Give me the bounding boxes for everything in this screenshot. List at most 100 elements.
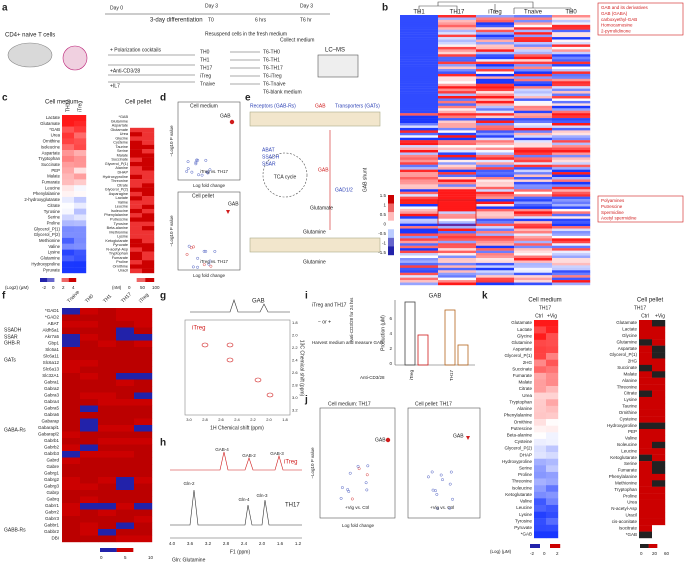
- heatmap-cell: [438, 157, 477, 161]
- heatmap-cell: [62, 516, 81, 523]
- heatmap-cell: [130, 204, 143, 210]
- label: Valine: [520, 499, 533, 504]
- heatmap-cell: [62, 173, 75, 180]
- heatmap-cell: [514, 260, 553, 264]
- label: 2-hydroxyglutarate: [24, 197, 60, 202]
- label: 0: [128, 285, 131, 290]
- heatmap-cell: [476, 245, 515, 249]
- label: Gabre: [46, 464, 59, 469]
- label: T0: [208, 17, 214, 23]
- label: TH17: [285, 503, 300, 509]
- heatmap-cell: [130, 243, 143, 248]
- heatmap-cell: [546, 471, 559, 479]
- label: Fumarate: [42, 180, 61, 185]
- heatmap-cell: [476, 194, 515, 197]
- heatmap-cell: [80, 373, 99, 380]
- heatmap-cell: [116, 327, 135, 335]
- label: Cell pellet: [192, 193, 215, 199]
- heatmap-cell: [552, 123, 591, 126]
- heatmap-cell: [438, 135, 477, 138]
- heatmap-cell: [639, 364, 653, 372]
- label: iTreg: [488, 10, 501, 16]
- heatmap-cell: [652, 525, 666, 532]
- heatmap-cell: [476, 34, 515, 38]
- heatmap-cell: [438, 69, 477, 72]
- heatmap-cell: [62, 522, 81, 530]
- label: +Vig vs. Ctrl: [430, 505, 454, 510]
- heatmap-cell: [400, 272, 439, 276]
- heatmap-cell: [514, 54, 553, 57]
- heatmap-cell: [142, 234, 155, 240]
- heatmap-cell: [552, 93, 591, 97]
- heatmap-cell: [400, 221, 439, 224]
- heatmap-cell: [130, 238, 143, 244]
- label: 6 hrs: [255, 17, 267, 23]
- heatmap-cell: [476, 142, 515, 146]
- label: TH0: [84, 293, 95, 304]
- heatmap-cell: [74, 179, 87, 186]
- heatmap-cell: [400, 211, 439, 215]
- heatmap-cell: [400, 73, 439, 77]
- heatmap-cell: [400, 135, 439, 138]
- label: Lysine: [624, 397, 637, 402]
- heatmap-cell: [62, 196, 75, 203]
- label: Beta-alanine: [107, 226, 128, 230]
- label: Proline: [47, 220, 61, 225]
- label: Methionine: [615, 480, 638, 485]
- heatmap-cell: [476, 105, 515, 109]
- heatmap-cell: [400, 164, 439, 168]
- heatmap-cell: [652, 422, 666, 430]
- heatmap-cell: [98, 490, 117, 497]
- label: ABAT: [48, 321, 60, 326]
- heatmap-cell: [438, 39, 477, 43]
- heatmap-cell: [438, 59, 477, 62]
- heatmap-cell: [514, 132, 553, 136]
- heatmap-cell: [514, 280, 553, 283]
- heatmap-cell: [134, 444, 153, 452]
- heatmap-cell: [74, 150, 87, 157]
- label: Anti-CD3/28: [360, 375, 385, 380]
- heatmap-cell: [476, 98, 515, 102]
- heatmap-cell: [400, 147, 439, 151]
- heatmap-cell: [400, 24, 439, 28]
- label: Cell pellet: TH17: [415, 401, 452, 407]
- heatmap-cell: [134, 334, 153, 341]
- label: -2: [42, 285, 46, 290]
- label: Proline: [518, 472, 533, 477]
- label: Gln-2: [183, 481, 195, 486]
- heatmap-cell: [476, 186, 515, 190]
- heatmap-cell: [514, 19, 553, 23]
- heatmap-cell: [514, 49, 553, 53]
- heatmap-cell: [476, 27, 515, 30]
- heatmap-cell: [514, 61, 553, 65]
- heatmap-cell: [552, 91, 591, 94]
- label: 1.6: [277, 541, 284, 546]
- heatmap-cell: [534, 485, 547, 492]
- heatmap-cell: [552, 253, 591, 256]
- heatmap-cell: [80, 490, 99, 497]
- label: 2.8: [223, 541, 230, 546]
- label: Lactate: [517, 327, 532, 332]
- heatmap-cell: [142, 243, 155, 248]
- heatmap-cell: [652, 384, 666, 391]
- heatmap-cell: [438, 164, 477, 168]
- heatmap-cell: [534, 372, 547, 380]
- heatmap-cell: [652, 390, 666, 398]
- heatmap-cell: [552, 213, 591, 217]
- heatmap-cell: [62, 464, 81, 471]
- heatmap-cell: [130, 251, 143, 257]
- label: PEP: [51, 168, 60, 173]
- heatmap-cell: [116, 535, 135, 543]
- heatmap-cell: [74, 226, 87, 233]
- heatmap-cell: [438, 32, 477, 35]
- heatmap-cell: [552, 218, 591, 222]
- heatmap-cell: [98, 516, 117, 523]
- label: Gabra4: [44, 399, 60, 404]
- label: Collect medium: [280, 37, 314, 43]
- heatmap-cell: [514, 233, 553, 237]
- heatmap-cell: [514, 145, 553, 148]
- label: 2.2: [250, 417, 256, 422]
- label: GATs: [4, 357, 16, 363]
- heatmap-cell: [98, 321, 117, 328]
- heatmap-cell: [552, 174, 591, 178]
